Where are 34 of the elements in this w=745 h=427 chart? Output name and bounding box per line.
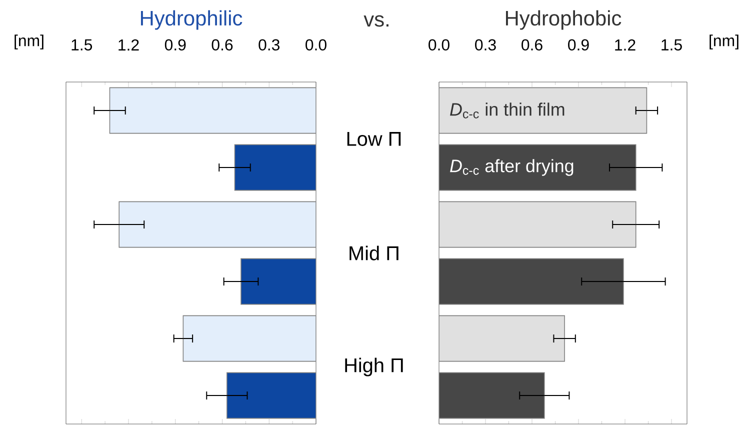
text: vs. (364, 15, 388, 27)
x-tick-label: 0.3 (258, 39, 280, 50)
bar (109, 87, 316, 134)
bar (439, 201, 636, 248)
x-tick-label: 0.6 (212, 39, 233, 50)
chart-title: Hydrophilic (140, 10, 242, 30)
bar (182, 315, 316, 362)
x-tick-label: 0.9 (568, 39, 589, 50)
bar (439, 144, 636, 191)
bar (240, 258, 316, 305)
y-tick-label: High Π (345, 358, 403, 376)
x-tick-label: 0.0 (428, 39, 450, 50)
x-tick-label: 1.5 (662, 39, 682, 50)
x-tick-label: 0.6 (522, 39, 542, 50)
bar (439, 372, 545, 419)
x-axis-title: [nm] (710, 34, 738, 50)
y-tick-label: Low Π (347, 132, 401, 146)
x-tick-label: 0.3 (475, 39, 496, 50)
bar (234, 144, 316, 191)
x-tick-label: 1.5 (72, 39, 92, 50)
bar (118, 201, 316, 248)
x-tick-label: 1.2 (118, 39, 139, 50)
series-label: D$_{c-c}$ after drying (450, 159, 574, 176)
series-label: D$_{c-c}$ in thin film (450, 102, 564, 118)
bar (439, 315, 565, 362)
chart-title: Hydrophobic (506, 10, 622, 30)
x-tick-label: 0.9 (164, 39, 186, 50)
y-tick-label: Mid Π (350, 246, 398, 260)
bar (439, 87, 648, 134)
x-axis-title: [nm] (14, 34, 44, 50)
bar (226, 372, 316, 419)
bar (439, 258, 624, 305)
x-tick-label: 1.2 (615, 39, 636, 50)
x-tick-label: 0.0 (306, 39, 326, 50)
